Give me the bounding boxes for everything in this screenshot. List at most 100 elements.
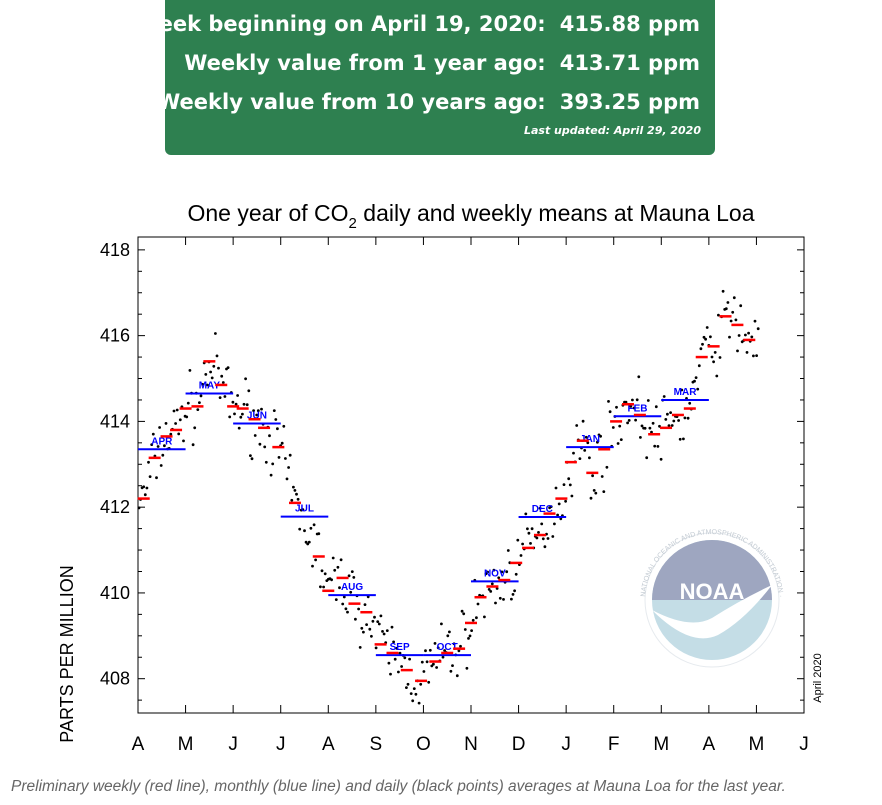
daily-point <box>433 642 437 645</box>
monthly-mean-label: MAR <box>674 387 698 398</box>
daily-point <box>411 699 415 703</box>
daily-point <box>249 454 252 457</box>
daily-point <box>395 646 399 650</box>
daily-point <box>234 402 238 406</box>
daily-point <box>142 485 146 489</box>
daily-point <box>201 382 205 386</box>
daily-point <box>336 565 340 569</box>
daily-point <box>632 406 636 410</box>
daily-point <box>317 532 321 536</box>
daily-point <box>419 682 423 686</box>
daily-point <box>226 366 230 369</box>
x-tick-label: M <box>653 734 669 755</box>
daily-point <box>446 634 450 638</box>
daily-point <box>495 587 499 590</box>
daily-point <box>704 337 707 341</box>
x-tick-label: J <box>228 734 238 755</box>
daily-point <box>551 535 555 538</box>
daily-point <box>683 416 687 420</box>
y-tick-label: 412 <box>100 497 130 517</box>
daily-point <box>214 332 217 335</box>
daily-point <box>489 590 493 593</box>
daily-point <box>260 407 263 411</box>
daily-point <box>562 483 566 486</box>
daily-point <box>392 640 395 644</box>
daily-point <box>366 595 370 599</box>
monthly-mean-label: AUG <box>341 582 363 593</box>
x-tick-label: M <box>178 734 194 755</box>
daily-point <box>470 629 473 632</box>
daily-point <box>292 485 295 489</box>
daily-point <box>233 412 236 416</box>
daily-point <box>611 426 615 429</box>
daily-point <box>295 492 298 496</box>
daily-point <box>643 426 647 430</box>
daily-point <box>436 646 440 650</box>
daily-point <box>290 498 294 502</box>
daily-point <box>666 412 669 416</box>
daily-point <box>365 623 368 626</box>
daily-point <box>344 607 348 611</box>
daily-point <box>607 400 610 403</box>
daily-point <box>245 403 249 407</box>
daily-point <box>269 473 273 477</box>
x-tick-label: F <box>608 734 620 755</box>
daily-point <box>298 527 302 531</box>
daily-point <box>151 432 155 436</box>
daily-point <box>368 627 372 631</box>
daily-point <box>557 502 561 506</box>
daily-point <box>420 660 424 664</box>
monthly-mean-label: SEP <box>390 642 410 653</box>
x-tick-label: M <box>749 734 765 755</box>
daily-point <box>341 602 345 606</box>
daily-point <box>417 701 421 705</box>
daily-point <box>497 576 501 580</box>
daily-point <box>206 383 209 387</box>
daily-point <box>662 395 666 398</box>
daily-point <box>363 603 367 606</box>
daily-point <box>586 441 590 445</box>
daily-point <box>680 388 684 392</box>
daily-point <box>502 598 505 601</box>
daily-point <box>212 364 216 368</box>
daily-point <box>521 542 524 546</box>
y-tick-label: 414 <box>100 411 130 431</box>
monthly-means: APR MAY JUN JUL AUG SEP OCT NOV DEC JAN FEB MAR <box>138 381 709 657</box>
daily-point <box>159 464 163 467</box>
daily-point <box>635 398 639 402</box>
daily-point <box>715 374 719 378</box>
daily-point <box>594 491 598 495</box>
daily-point <box>753 319 757 323</box>
daily-point <box>428 648 432 652</box>
daily-point <box>448 630 451 634</box>
daily-point <box>511 593 515 596</box>
daily-point <box>483 615 486 619</box>
ten-years-ago-label: Weekly value from 10 years ago: <box>157 90 546 114</box>
daily-point <box>553 522 556 526</box>
daily-point <box>476 602 480 606</box>
daily-point <box>471 618 475 622</box>
daily-point <box>677 419 680 422</box>
daily-point <box>600 475 604 478</box>
noaa-logo-text: NOAA <box>680 579 745 604</box>
current-week-label: Week beginning on April 19, 2020: <box>136 12 546 36</box>
daily-point <box>304 540 308 544</box>
daily-point <box>288 453 292 457</box>
daily-point <box>639 436 642 439</box>
current-week-value: 415.88 ppm <box>559 12 700 36</box>
daily-point <box>588 456 591 460</box>
daily-point <box>282 424 286 428</box>
daily-point <box>694 376 698 379</box>
daily-point <box>239 415 243 419</box>
daily-point <box>624 400 628 404</box>
chart-title: One year of CO2 daily and weekly means a… <box>187 200 754 232</box>
co2-chart: One year of CO2 daily and weekly means a… <box>0 180 824 755</box>
daily-point <box>382 632 386 636</box>
daily-point <box>409 692 413 695</box>
daily-point <box>729 319 733 323</box>
daily-point <box>250 457 254 461</box>
daily-point <box>242 402 246 406</box>
daily-point <box>280 441 284 445</box>
daily-point <box>422 670 426 673</box>
daily-point <box>734 318 738 322</box>
